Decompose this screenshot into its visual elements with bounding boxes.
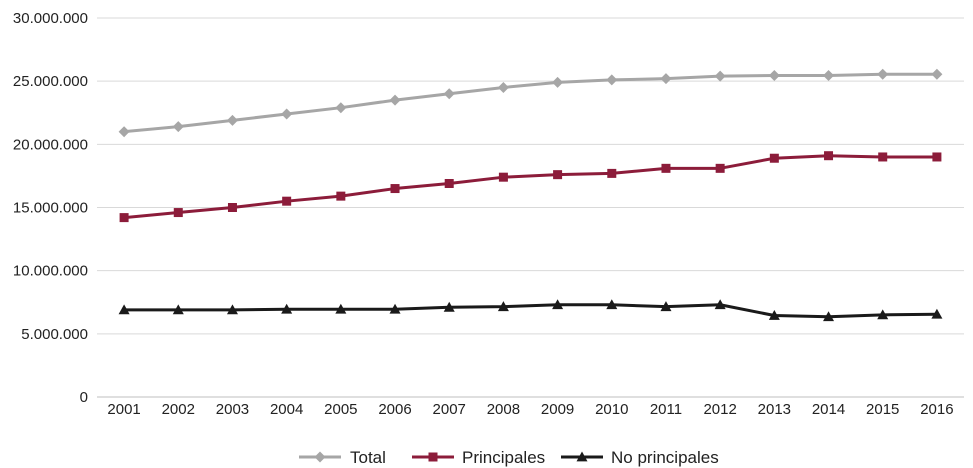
data-point-principales: [824, 151, 834, 161]
series-total: [118, 68, 943, 138]
x-tick-label: 2012: [703, 401, 736, 418]
data-point-no-principales: [714, 299, 726, 310]
x-tick-label: 2006: [378, 401, 411, 418]
data-point-principales: [444, 178, 454, 188]
data-point-total: [389, 94, 401, 106]
series-no-principales: [118, 299, 943, 322]
x-tick-label: 2010: [595, 401, 628, 418]
data-point-total: [443, 88, 455, 100]
data-point-no-principales: [552, 299, 564, 310]
data-point-principales: [769, 153, 779, 163]
data-point-total: [497, 81, 509, 93]
data-point-no-principales: [660, 301, 672, 312]
x-tick-label: 2007: [433, 401, 466, 418]
y-tick-label: 0: [80, 389, 88, 406]
data-point-principales: [498, 172, 508, 182]
data-point-principales: [932, 152, 942, 162]
data-point-no-principales: [172, 304, 184, 315]
legend-item-principales: Principales: [412, 448, 545, 467]
x-tick-label: 2005: [324, 401, 357, 418]
y-tick-label: 5.000.000: [21, 326, 88, 343]
x-tick-label: 2002: [162, 401, 195, 418]
data-point-total: [118, 126, 130, 138]
data-point-total: [877, 68, 889, 80]
data-point-principales: [553, 170, 563, 180]
data-point-principales: [390, 184, 400, 194]
data-point-total: [823, 69, 835, 81]
data-point-no-principales: [281, 303, 293, 314]
data-point-no-principales: [877, 309, 889, 320]
series-line-no-principales: [124, 303, 937, 319]
data-point-total: [768, 69, 780, 81]
data-point-total: [606, 74, 618, 86]
x-tick-label: 2013: [758, 401, 791, 418]
x-tick-label: 2004: [270, 401, 303, 418]
legend-swatch-marker: [314, 451, 326, 463]
data-point-no-principales: [443, 301, 455, 312]
data-point-total: [552, 76, 564, 88]
x-axis-ticks: 2001 2002 2003 2004 2005 2006 2007 2008 2009 2010…: [107, 401, 953, 418]
data-point-total: [281, 108, 293, 120]
x-tick-label: 2011: [650, 401, 682, 418]
y-axis-ticks: 0 5.000.000 10.000.000 15.000.000 20.000.000…: [13, 10, 88, 406]
data-point-total: [335, 102, 347, 114]
y-tick-label: 15.000.000: [13, 200, 88, 217]
legend-item-total: Total: [299, 448, 386, 467]
data-point-total: [172, 121, 184, 133]
data-point-no-principales: [768, 310, 780, 320]
series-line-principales: [123, 154, 937, 220]
y-tick-label: 30.000.000: [13, 10, 88, 27]
legend: Total Principales No principales: [299, 448, 719, 467]
y-tick-label: 25.000.000: [13, 73, 88, 90]
series-principales: [119, 151, 942, 223]
data-point-principales: [173, 208, 183, 218]
x-tick-label: 2009: [541, 401, 574, 418]
data-point-no-principales: [118, 304, 130, 315]
x-tick-label: 2015: [866, 401, 899, 418]
data-point-no-principales: [335, 303, 347, 314]
y-tick-label: 20.000.000: [13, 136, 88, 153]
data-point-total: [660, 73, 672, 85]
data-point-no-principales: [497, 301, 509, 312]
data-point-no-principales: [389, 303, 401, 314]
x-tick-label: 2016: [920, 401, 953, 418]
data-point-principales: [878, 152, 888, 162]
data-point-principales: [282, 196, 292, 206]
legend-label: No principales: [611, 448, 719, 467]
data-point-principales: [661, 163, 671, 173]
data-point-no-principales: [226, 304, 238, 315]
data-point-principales: [336, 191, 346, 201]
data-point-no-principales: [823, 311, 835, 322]
data-point-principales: [607, 168, 617, 178]
data-point-total: [226, 114, 238, 126]
legend-label: Total: [350, 448, 386, 467]
series-lines: [118, 68, 943, 322]
legend-swatch-marker: [428, 452, 438, 462]
legend-item-no-principales: No principales: [561, 448, 719, 467]
data-point-total: [931, 68, 943, 80]
legend-swatch-marker: [576, 451, 588, 462]
data-point-no-principales: [931, 308, 943, 319]
x-tick-label: 2001: [107, 401, 140, 418]
data-point-total: [714, 70, 726, 82]
y-tick-label: 10.000.000: [13, 263, 88, 280]
legend-label: Principales: [462, 448, 545, 467]
data-point-principales: [227, 203, 237, 212]
data-point-no-principales: [606, 299, 618, 310]
data-point-principales: [715, 163, 725, 173]
x-tick-label: 2008: [487, 401, 520, 418]
x-tick-label: 2003: [216, 401, 249, 418]
data-point-principales: [119, 213, 129, 223]
series-line-total: [123, 72, 937, 134]
x-tick-label: 2014: [812, 401, 845, 418]
